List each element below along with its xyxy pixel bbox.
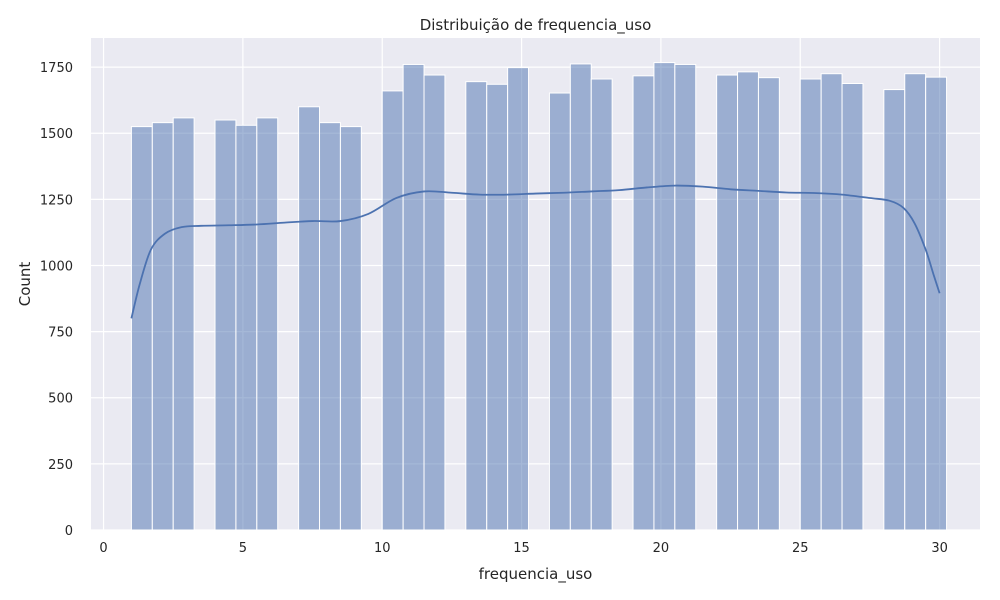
- histogram-bar-12: [381, 90, 404, 531]
- x-tick-label: 30: [931, 541, 948, 556]
- histogram-bar-4: [214, 119, 237, 531]
- histogram-bar-14: [423, 74, 446, 531]
- histogram-bar-8: [298, 106, 321, 531]
- histogram-bar-9: [319, 122, 341, 531]
- histogram-bar-5: [235, 124, 258, 531]
- histogram-bar-29: [737, 71, 759, 531]
- x-tick-label: 5: [239, 541, 247, 556]
- y-tick-label: 1000: [40, 259, 73, 274]
- histogram-bar-30: [757, 77, 780, 531]
- kde-line: [130, 184, 941, 319]
- histogram-bar-1: [151, 122, 174, 531]
- y-axis-label: Count: [16, 262, 34, 307]
- histogram-bar-28: [716, 74, 739, 531]
- histogram-bar-2: [172, 117, 195, 531]
- histogram-bar-17: [486, 83, 509, 531]
- histogram-bar-37: [904, 73, 927, 531]
- histogram-bar-22: [590, 78, 613, 531]
- histogram-bar-24: [632, 75, 655, 531]
- x-axis-label: frequencia_uso: [479, 565, 593, 584]
- histogram-bar-38: [925, 76, 948, 531]
- histogram-bar-10: [339, 126, 362, 531]
- y-tick-label: 750: [48, 326, 73, 341]
- y-tick-label: 1750: [40, 61, 73, 76]
- x-tick-label: 0: [99, 541, 107, 556]
- x-tick-label: 15: [513, 541, 530, 556]
- histogram-bar-21: [569, 63, 592, 531]
- histogram-bar-0: [130, 126, 153, 531]
- x-tick-label: 10: [374, 541, 391, 556]
- y-tick-labels: 0 250 500 750 1000 1250 1500 1750: [40, 61, 73, 539]
- histogram-bar-25: [653, 62, 676, 531]
- x-tick-label: 25: [792, 541, 809, 556]
- histogram-bar-34: [841, 82, 864, 531]
- chart-title: Distribuição de frequencia_uso: [420, 16, 652, 35]
- histogram-bar-20: [548, 92, 571, 531]
- histogram-bar-36: [883, 89, 906, 531]
- x-tick-label: 20: [653, 541, 670, 556]
- histogram-bar-6: [256, 117, 279, 531]
- histogram-bar-18: [507, 67, 530, 531]
- histogram-bar-33: [820, 73, 843, 531]
- histogram-bar-13: [402, 63, 425, 531]
- histogram-bar-16: [465, 81, 488, 531]
- y-tick-label: 1500: [40, 127, 73, 142]
- y-tick-label: 250: [48, 458, 73, 473]
- y-tick-label: 500: [48, 392, 73, 407]
- x-tick-labels: 0 5 10 15 20 25 30: [99, 541, 947, 556]
- y-tick-label: 0: [65, 524, 73, 539]
- histogram-bar-26: [674, 63, 697, 531]
- y-tick-label: 1250: [40, 193, 73, 208]
- histogram-bar-32: [799, 78, 822, 531]
